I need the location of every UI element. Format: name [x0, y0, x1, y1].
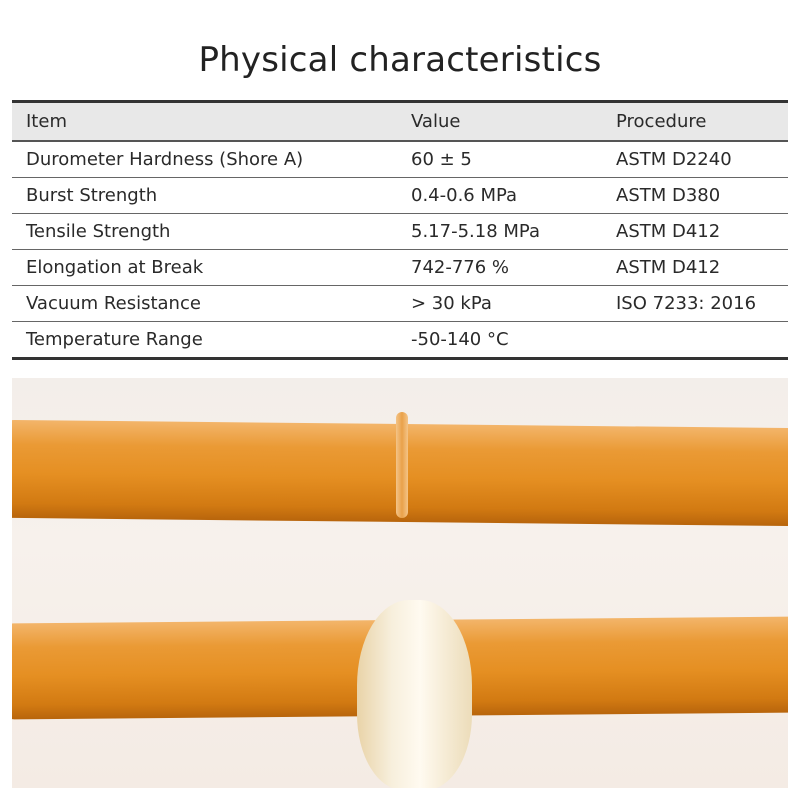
cell-procedure: ISO 7233: 2016	[602, 285, 788, 322]
header-item: Item	[12, 101, 397, 142]
cell-item: Temperature Range	[12, 321, 397, 360]
cell-item: Elongation at Break	[12, 249, 397, 286]
product-photo	[12, 378, 788, 788]
table-row: Vacuum Resistance > 30 kPa ISO 7233: 2016	[12, 285, 788, 322]
tube-connector-ring	[396, 412, 408, 518]
cell-value: -50-140 °C	[397, 321, 602, 360]
cell-value: 5.17-5.18 MPa	[397, 213, 602, 250]
cell-value: > 30 kPa	[397, 285, 602, 322]
cell-value: 0.4-0.6 MPa	[397, 177, 602, 214]
tube-joint	[357, 600, 472, 788]
page-title: Physical characteristics	[198, 40, 602, 80]
cell-procedure: ASTM D412	[602, 249, 788, 286]
cell-item: Durometer Hardness (Shore A)	[12, 141, 397, 178]
cell-value: 60 ± 5	[397, 141, 602, 178]
table-row: Elongation at Break 742-776 % ASTM D412	[12, 249, 788, 286]
table-row: Durometer Hardness (Shore A) 60 ± 5 ASTM D…	[12, 141, 788, 178]
cell-item: Burst Strength	[12, 177, 397, 214]
header-procedure: Procedure	[602, 101, 788, 142]
table-header-row: Item Value Procedure	[12, 101, 788, 142]
table-row: Burst Strength 0.4-0.6 MPa ASTM D380	[12, 177, 788, 214]
table-row: Tensile Strength 5.17-5.18 MPa ASTM D412	[12, 213, 788, 250]
cell-procedure	[602, 321, 788, 360]
cell-procedure: ASTM D412	[602, 213, 788, 250]
characteristics-table: Item Value Procedure Durometer Hardness …	[12, 100, 788, 360]
cell-procedure: ASTM D2240	[602, 141, 788, 178]
cell-value: 742-776 %	[397, 249, 602, 286]
header-value: Value	[397, 101, 602, 142]
cell-item: Tensile Strength	[12, 213, 397, 250]
table-row: Temperature Range -50-140 °C	[12, 321, 788, 360]
cell-item: Vacuum Resistance	[12, 285, 397, 322]
cell-procedure: ASTM D380	[602, 177, 788, 214]
